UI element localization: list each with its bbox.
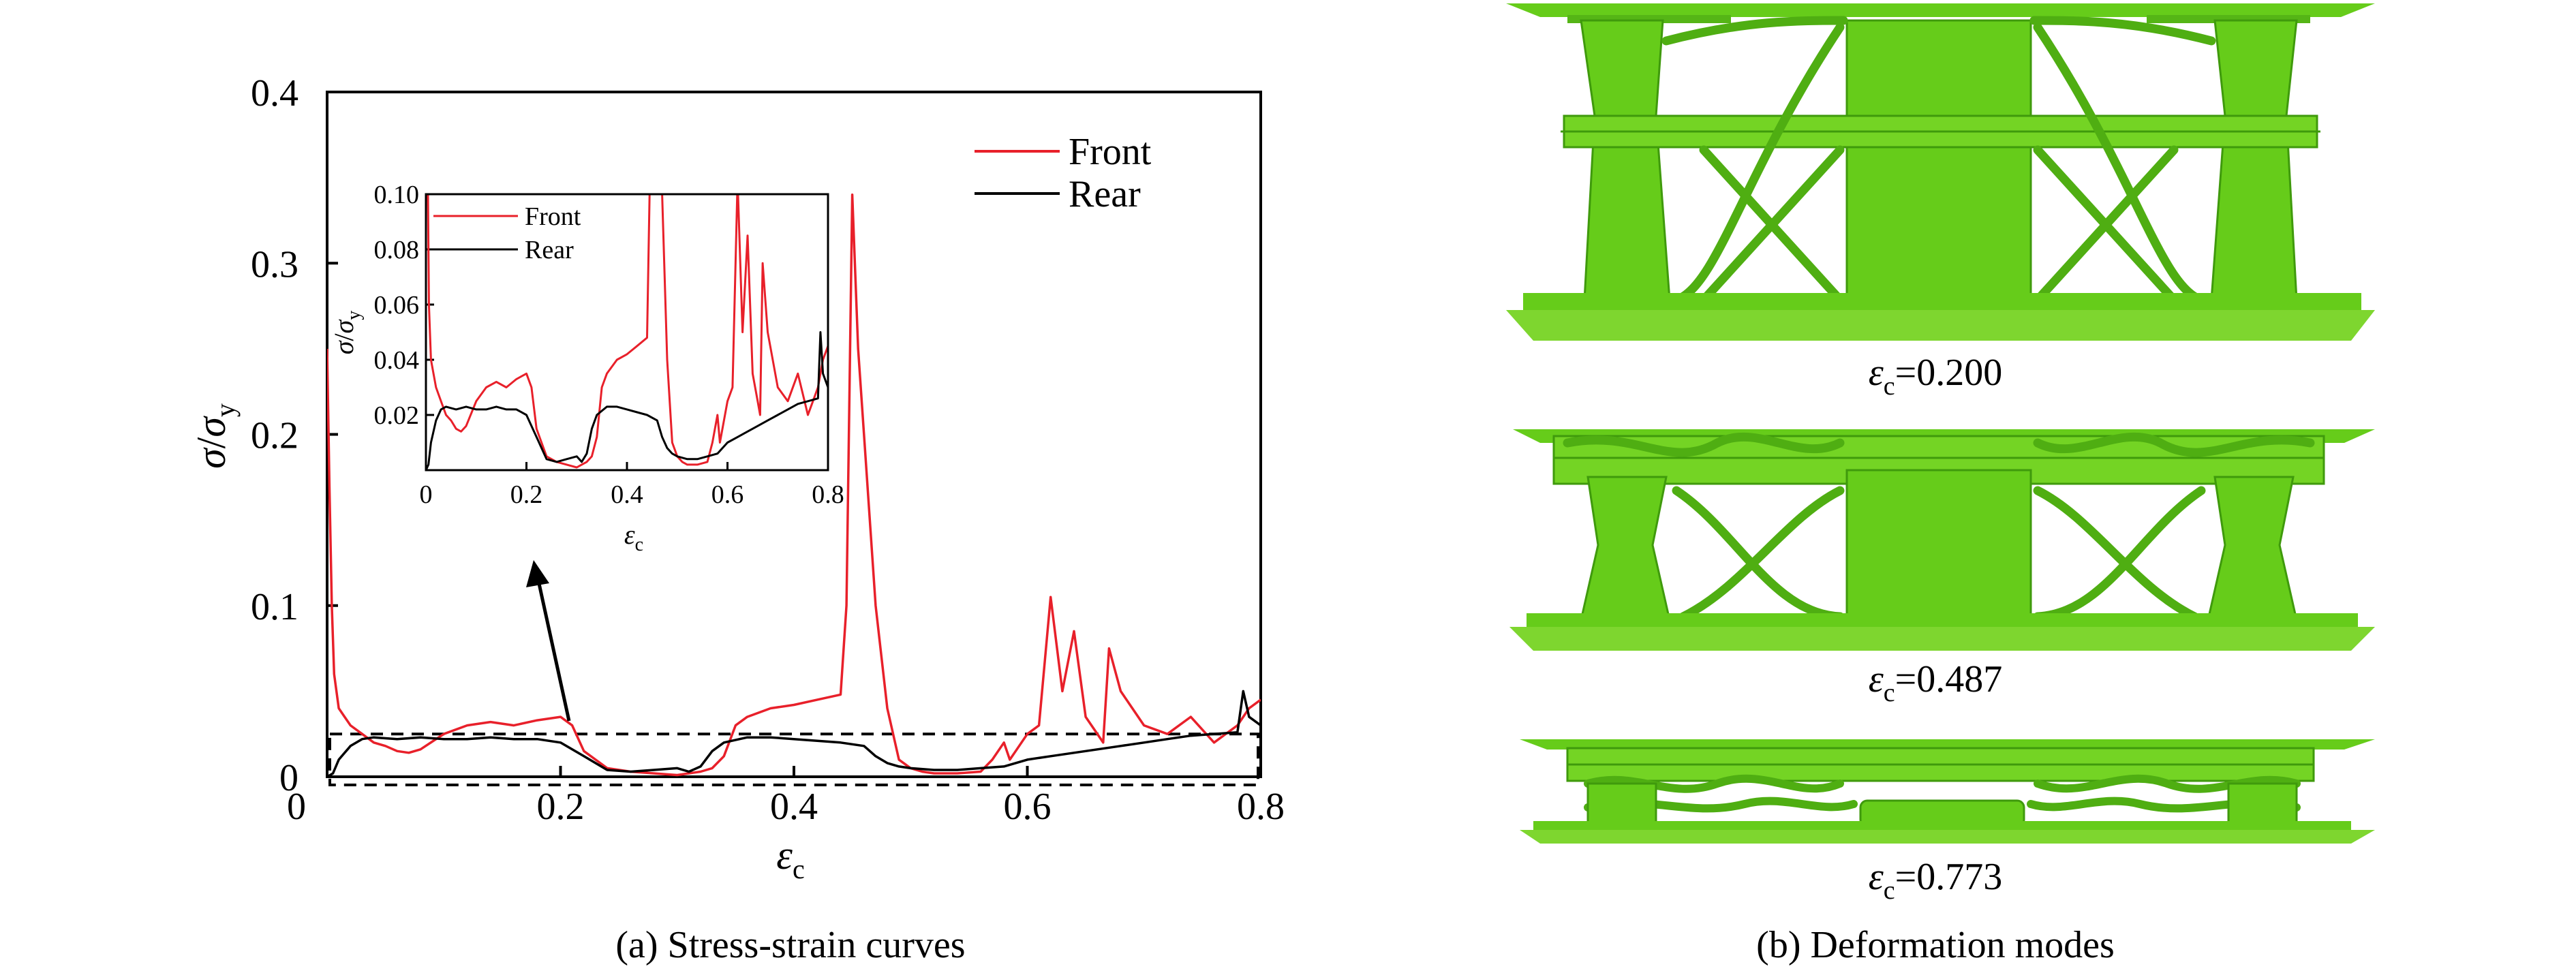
inset-legend-label-rear: Rear [525, 236, 574, 264]
inset-y-tick-label: 0.04 [374, 346, 420, 375]
main-x-tick-label: 0 [287, 786, 306, 828]
inset-y-axis-label: σ/σy [328, 311, 365, 355]
main-x-tick-label: 0.8 [1237, 786, 1285, 828]
inset-y-tick-label: 0.08 [374, 236, 420, 264]
svg-text:εc: εc [624, 519, 643, 555]
inset-chart: 0.020.040.060.080.10 0 0.2 0.4 0.6 0.8 σ/σy … [328, 181, 844, 555]
main-y-tick-label: 0.3 [251, 243, 298, 285]
inset-series-line-front [427, 194, 828, 469]
main-y-tick-label: 0 [279, 757, 298, 799]
legend-label-rear: Rear [1069, 173, 1141, 215]
main-y-tick-label: 0.2 [251, 415, 298, 457]
main-y-axis-label: σ/σy [189, 403, 241, 469]
inset-x-tick-label: 0.8 [812, 480, 844, 509]
inset-series-line-rear [426, 331, 828, 470]
mode-label-3: εc=0.773 [1869, 856, 2003, 905]
main-y-tick-label: 0.4 [251, 72, 298, 114]
inset-frame [425, 193, 829, 472]
svg-text:εc=0.200: εc=0.200 [1869, 352, 2003, 401]
main-y-ticks: 0 0.1 0.2 0.3 0.4 [251, 72, 338, 799]
deformation-mode-1-image [1506, 3, 2375, 341]
inset-x-tick-label: 0.4 [611, 480, 643, 509]
inset-x-ticks: 0 0.2 0.4 0.6 0.8 [420, 462, 844, 509]
zoom-arrow [526, 560, 571, 722]
main-legend: Front Rear [975, 131, 1152, 215]
deformation-mode-3-image [1520, 739, 2375, 844]
inset-legend: Front Rear [433, 202, 581, 264]
caption-a: (a) Stress-strain curves [615, 924, 965, 966]
panel-a: 0 0.1 0.2 0.3 0.4 0 0.2 0.4 0.6 0.8 σ/σy εc Fron… [189, 72, 1285, 966]
svg-text:σ/σy: σ/σy [328, 311, 365, 355]
legend-label-front: Front [1069, 131, 1152, 173]
inset-y-tick-label: 0.10 [374, 181, 420, 209]
inset-y-ticks: 0.02 0.04 0.06 0.08 0.10 [374, 181, 434, 430]
inset-x-axis-label: εc [624, 519, 643, 555]
caption-b: (b) Deformation modes [1756, 924, 2115, 966]
svg-text:εc=0.487: εc=0.487 [1869, 658, 2003, 707]
main-x-tick-label: 0.6 [1004, 786, 1052, 828]
inset-x-tick-label: 0.2 [510, 480, 543, 509]
mode-label-1: εc=0.200 [1869, 352, 2003, 401]
inset-y-tick-label: 0.06 [374, 291, 420, 320]
svg-text:εc=0.773: εc=0.773 [1869, 856, 2003, 905]
inset-y-tick-label: 0.02 [374, 401, 420, 430]
main-y-tick-label: 0.1 [251, 586, 298, 628]
inset-x-tick-label: 0.6 [711, 480, 744, 509]
svg-text:σ/σy: σ/σy [189, 403, 241, 469]
inset-x-tick-label: 0 [420, 480, 433, 509]
series-line-front [327, 194, 1261, 777]
main-x-ticks: 0 0.2 0.4 0.6 0.8 [287, 766, 1285, 828]
highlight-box [328, 732, 1259, 786]
main-x-tick-label: 0.2 [537, 786, 585, 828]
mode-label-2: εc=0.487 [1869, 658, 2003, 707]
deformation-mode-2-image [1509, 429, 2375, 651]
main-x-tick-label: 0.4 [770, 786, 818, 828]
inset-legend-label-front: Front [525, 202, 581, 231]
svg-text:εc: εc [776, 833, 804, 884]
series-line-rear [327, 690, 1261, 777]
panel-b: εc=0.200 εc=0.487 [1506, 3, 2375, 966]
main-x-axis-label: εc [776, 833, 804, 884]
